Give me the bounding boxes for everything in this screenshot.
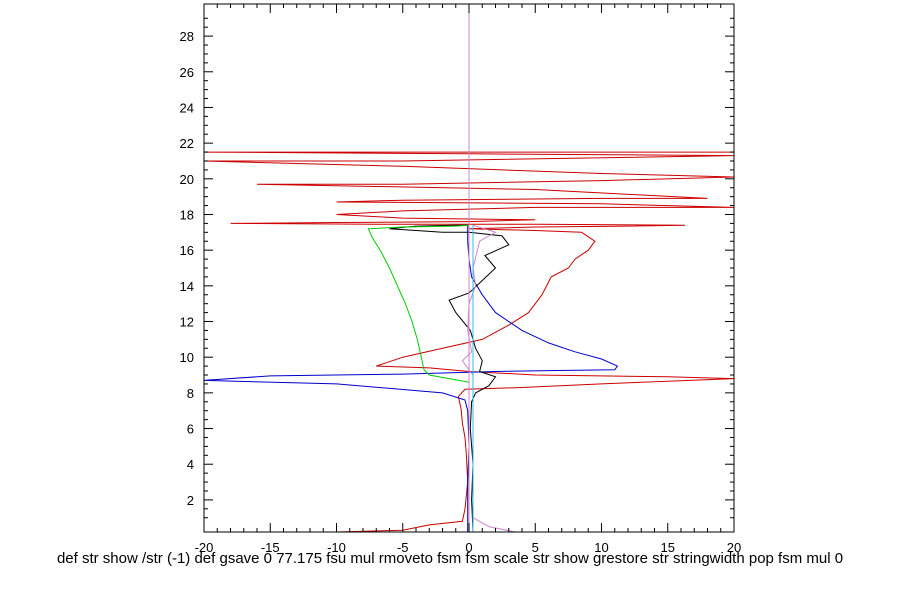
series-line-green	[367, 224, 470, 383]
y-tick-label: 12	[180, 315, 194, 330]
series-line-black	[389, 224, 510, 532]
series-line-violet	[461, 224, 516, 532]
x-tick-label: -10	[327, 540, 346, 555]
x-tick-label: -5	[397, 540, 409, 555]
y-tick-label: 26	[180, 65, 194, 80]
y-tick-label: 10	[180, 350, 194, 365]
x-tick-label: 0	[465, 540, 472, 555]
postscript-footer-text: def str show /str (-1) def gsave 0 77.17…	[56, 550, 844, 567]
x-tick-label: -15	[261, 540, 280, 555]
x-tick-label: 15	[661, 540, 675, 555]
y-tick-label: 20	[180, 172, 194, 187]
y-tick-label: 2	[187, 493, 194, 508]
y-tick-label: 22	[180, 136, 194, 151]
y-tick-label: 18	[180, 207, 194, 222]
y-tick-label: 24	[180, 100, 194, 115]
x-tick-label: 10	[594, 540, 608, 555]
y-tick-label: 8	[187, 386, 194, 401]
ticks-layer	[203, 4, 735, 532]
x-tick-label: 5	[532, 540, 539, 555]
y-tick-label: 14	[180, 279, 194, 294]
series-line-blue	[204, 225, 619, 532]
x-tick-label: -20	[195, 540, 214, 555]
y-tick-label: 28	[180, 29, 194, 44]
y-tick-label: 4	[187, 457, 194, 472]
y-tick-label: 16	[180, 243, 194, 258]
y-tick-label: 6	[187, 422, 194, 437]
x-tick-label: 20	[727, 540, 741, 555]
tick-labels: -20 -15 -10 -5 0 5 10 15 20246810121416182022242…	[180, 29, 742, 555]
series-layer	[204, 4, 734, 532]
